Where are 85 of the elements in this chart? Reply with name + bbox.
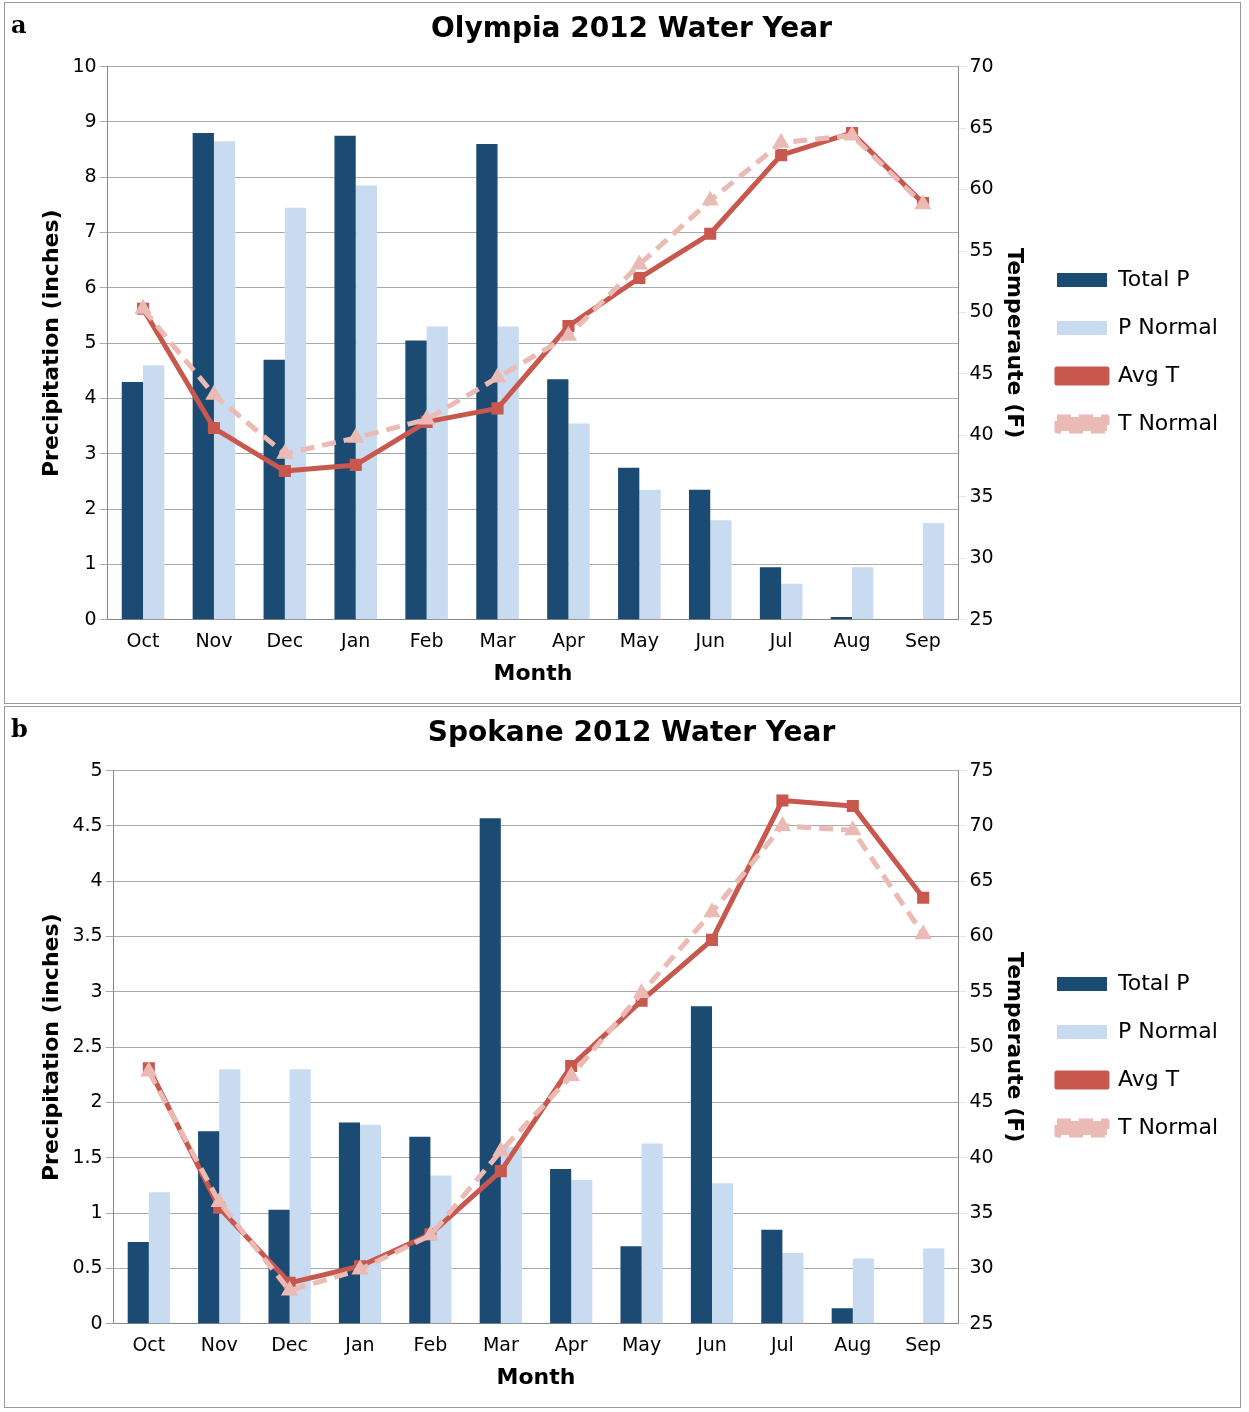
text: b	[11, 714, 28, 743]
x-tick-label: Aug	[833, 629, 871, 652]
y2-tick-label: 60	[969, 923, 994, 946]
legend-label: Avg T	[1117, 361, 1180, 387]
y2-tick-label: 40	[969, 422, 994, 445]
y2-tick-label: 35	[969, 483, 994, 506]
x-tick-label: Jul	[768, 629, 793, 652]
y-tick-label: 9	[84, 108, 97, 131]
x-tick-label: Jan	[340, 629, 371, 652]
legend-label: Total P	[1116, 969, 1190, 995]
y2-tick-label: 55	[969, 237, 994, 260]
x-tick-label: May	[621, 1333, 662, 1356]
y-tick-label: 0	[84, 606, 97, 629]
y2-tick-label: 65	[969, 868, 994, 891]
y-axis-title: Precipitation (inches)	[37, 209, 63, 478]
y-tick-label: 4	[84, 385, 97, 408]
y-tick-label: 3	[84, 440, 97, 463]
y2-tick-label: 70	[969, 812, 994, 835]
y2-axis-title: Temperaute (F)	[1003, 248, 1029, 439]
text: a	[11, 10, 27, 39]
x-tick-label: Apr	[554, 1333, 588, 1356]
x-tick-label: Oct	[132, 1333, 166, 1356]
x-tick-label: Feb	[409, 629, 444, 652]
y-tick-label: 0	[90, 1310, 103, 1333]
y-tick-label: 2	[90, 1089, 103, 1112]
y-tick-label: 1.5	[72, 1144, 103, 1167]
y-tick-label: 4	[90, 868, 103, 891]
y-axis-title: Precipitation (inches)	[37, 913, 63, 1182]
y2-tick-label: 50	[969, 299, 994, 322]
y-tick-label: 0.5	[72, 1255, 103, 1278]
y-tick-label: 8	[84, 164, 97, 187]
x-tick-label: Mar	[482, 1333, 519, 1356]
y2-tick-label: 40	[969, 1144, 994, 1167]
y2-tick-label: 25	[969, 606, 994, 629]
y2-tick-label: 70	[969, 53, 994, 76]
x-tick-label: Jan	[344, 1333, 375, 1356]
x-tick-label: Sep	[905, 1333, 942, 1356]
legend-label: P Normal	[1117, 313, 1218, 339]
y2-tick-label: 35	[969, 1200, 994, 1223]
legend-label: Avg T	[1117, 1065, 1180, 1091]
x-tick-label: Jul	[769, 1333, 794, 1356]
x-tick-label: Jun	[694, 629, 726, 652]
x-tick-label: Dec	[271, 1333, 308, 1356]
x-tick-label: May	[619, 629, 659, 652]
y-tick-label: 10	[72, 53, 97, 76]
legend-label: T Normal	[1116, 409, 1218, 435]
y-tick-label: 1	[84, 551, 97, 574]
y-tick-label: 3	[90, 978, 103, 1001]
y2-tick-label: 45	[969, 1089, 994, 1112]
x-axis-title: Month	[496, 1363, 576, 1389]
chart-title: Olympia 2012 Water Year	[431, 11, 833, 45]
y2-tick-label: 75	[969, 757, 994, 780]
y-tick-label: 2.5	[72, 1034, 103, 1057]
legend-label: P Normal	[1117, 1017, 1218, 1043]
x-tick-label: Aug	[834, 1333, 872, 1356]
y2-tick-label: 50	[969, 1034, 994, 1057]
x-tick-label: Nov	[195, 629, 233, 652]
y-tick-label: 5	[84, 330, 97, 353]
y-tick-label: 5	[90, 757, 103, 780]
y2-tick-label: 65	[969, 115, 994, 137]
y-tick-label: 1	[90, 1200, 103, 1223]
y2-tick-label: 45	[969, 360, 994, 383]
x-tick-label: Jun	[696, 1333, 727, 1356]
y-tick-label: 3.5	[72, 923, 103, 946]
y2-tick-label: 60	[969, 176, 994, 199]
x-tick-label: Nov	[200, 1333, 238, 1356]
y-tick-label: 6	[84, 274, 97, 297]
x-tick-label: Sep	[905, 629, 941, 652]
x-tick-label: Oct	[126, 629, 160, 652]
legend-label: Total P	[1116, 265, 1190, 291]
y2-tick-label: 25	[969, 1310, 994, 1333]
x-tick-label: Dec	[266, 629, 304, 652]
y2-tick-label: 30	[969, 1255, 994, 1278]
x-tick-label: Feb	[413, 1333, 448, 1356]
y-tick-label: 4.5	[72, 812, 103, 835]
x-axis-title: Month	[493, 659, 573, 685]
chart-title: Spokane 2012 Water Year	[427, 715, 836, 749]
legend-label: T Normal	[1116, 1113, 1218, 1139]
y-tick-label: 2	[84, 496, 97, 519]
x-tick-label: Apr	[552, 629, 586, 652]
y2-tick-label: 55	[969, 978, 994, 1001]
x-tick-label: Mar	[479, 629, 516, 652]
y2-axis-title: Temperaute (F)	[1003, 952, 1029, 1143]
y2-tick-label: 30	[969, 545, 994, 568]
y-tick-label: 7	[84, 219, 97, 242]
